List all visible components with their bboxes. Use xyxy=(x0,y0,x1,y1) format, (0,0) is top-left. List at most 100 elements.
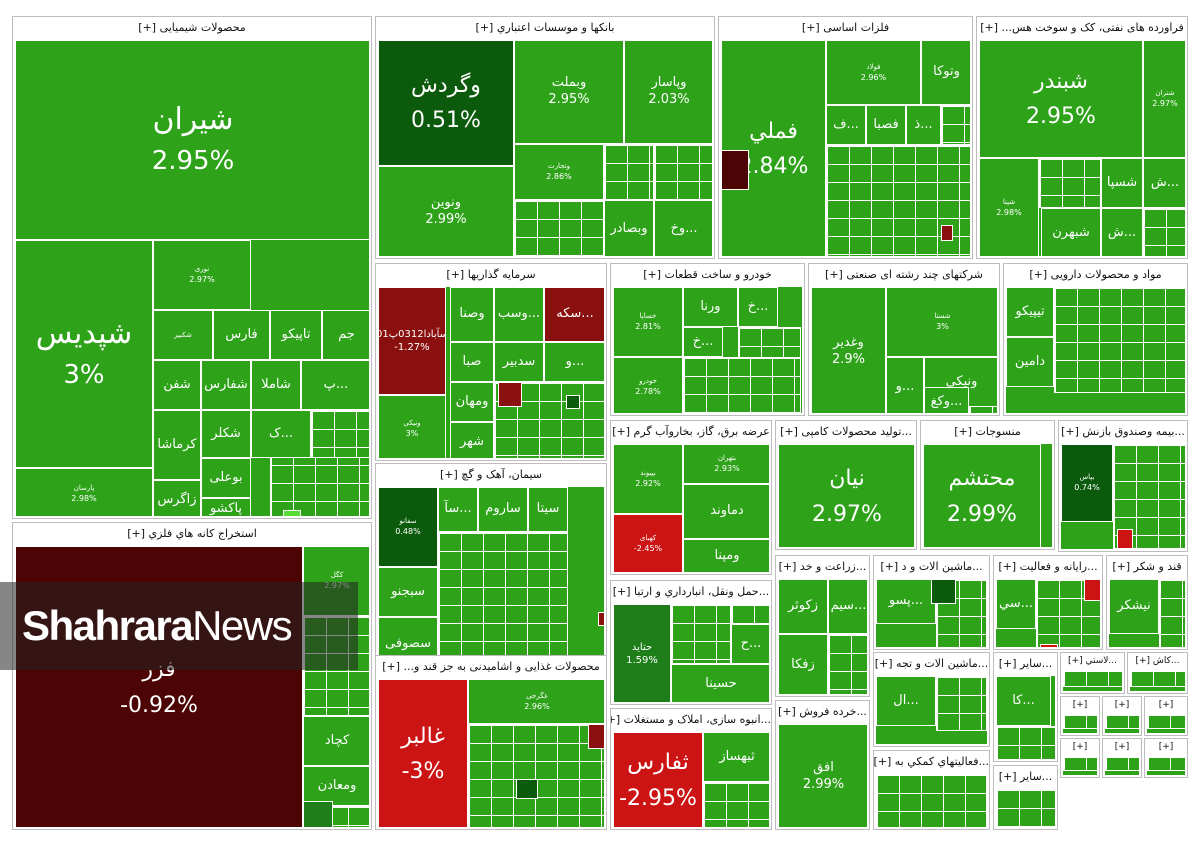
stock-tile[interactable]: فولاد 2.96% xyxy=(826,40,921,105)
stock-tile[interactable]: ...ح xyxy=(731,624,769,664)
sector-title[interactable]: محصولات شیمیایی [+] xyxy=(138,21,246,34)
stock-tile[interactable]: شتران 2.97% xyxy=(1143,40,1185,158)
minor-tile[interactable] xyxy=(996,789,1055,827)
sector-title[interactable]: [+] xyxy=(1072,700,1088,710)
sector-28[interactable]: [+] xyxy=(1060,696,1100,736)
minor-tile[interactable] xyxy=(516,779,538,799)
stock-tile[interactable]: فارس xyxy=(213,310,270,360)
sector-15[interactable]: ...حمل ونقل، انبارداري و ارتبا [+] حتاید 1… xyxy=(610,580,772,705)
minor-tile[interactable] xyxy=(498,382,522,407)
sector-title[interactable]: استخراج کانه هاي فلزي [+] xyxy=(127,527,257,540)
stock-tile[interactable]: دماوند xyxy=(683,484,769,539)
stock-tile[interactable]: ...ف xyxy=(826,105,866,145)
stock-tile[interactable]: وبصادر xyxy=(604,200,654,256)
minor-tile[interactable] xyxy=(438,532,568,670)
stock-tile[interactable]: شپدیس 3% xyxy=(15,240,153,468)
minor-tile[interactable] xyxy=(604,144,654,200)
minor-tile[interactable] xyxy=(1063,756,1097,771)
stock-tile[interactable]: کرماشا xyxy=(153,410,201,480)
sector-13[interactable]: ...بیمه وصندوق بازنش [+] بپاس 0.74% xyxy=(1058,420,1188,552)
sector-title[interactable]: ...کاش [+] xyxy=(1135,656,1180,666)
sector-16[interactable]: ...انبوه سازی، املاک و مستغلات [+] ثفارس -… xyxy=(610,708,772,830)
sector-title[interactable]: ...خرده فروش [+] xyxy=(778,705,867,718)
sector-26[interactable]: ...لاستي [+] xyxy=(1060,652,1125,694)
minor-tile[interactable] xyxy=(941,225,953,241)
sector-33[interactable]: [+] xyxy=(1144,738,1188,778)
stock-tile[interactable]: وگردش 0.51% xyxy=(378,40,514,166)
stock-tile[interactable]: ...ال xyxy=(876,676,936,726)
minor-tile[interactable] xyxy=(311,410,369,458)
sector-title[interactable]: ...فعالیتهاي كمكي به [+] xyxy=(874,755,989,768)
minor-tile[interactable] xyxy=(566,395,580,409)
stock-tile[interactable]: افق 2.99% xyxy=(778,724,867,827)
minor-tile[interactable] xyxy=(1105,714,1139,729)
sector-title[interactable]: سرمایه گذاریها [+] xyxy=(446,268,536,281)
stock-tile[interactable]: ...ذ xyxy=(906,105,941,145)
sector-11[interactable]: ...تولید محصولات کامپی [+] نیان 2.97% xyxy=(775,420,917,550)
stock-tile[interactable]: ونیکی 3% xyxy=(378,395,446,458)
stock-tile[interactable]: ...ش xyxy=(1101,208,1143,256)
stock-tile[interactable]: وبملت 2.95% xyxy=(514,40,624,144)
stock-tile[interactable]: خساپا 2.81% xyxy=(613,287,683,357)
minor-tile[interactable] xyxy=(598,612,604,626)
sector-title[interactable]: [+] xyxy=(1114,742,1130,752)
minor-tile[interactable] xyxy=(683,357,801,413)
stock-tile[interactable]: ومهان xyxy=(450,382,494,422)
stock-tile[interactable]: صبا xyxy=(450,342,494,382)
stock-tile[interactable]: ...سي xyxy=(996,579,1036,629)
minor-tile[interactable] xyxy=(303,616,369,716)
stock-tile[interactable]: وپاسار 2.03% xyxy=(624,40,712,144)
sector-title[interactable]: ...بیمه وصندوق بازنش [+] xyxy=(1061,425,1185,438)
sector-10[interactable]: عرضه برق، گاز، بخاروآب گرم [+] بپیوند 2.92… xyxy=(610,420,772,575)
sector-14[interactable]: محصولات غذایی و اشامیدنی به جز قند و... … xyxy=(375,655,607,830)
sector-title[interactable]: قند و شکر [+] xyxy=(1112,560,1182,573)
stock-tile[interactable]: وصنا xyxy=(450,287,494,342)
stock-tile[interactable]: غگرجی 2.96% xyxy=(468,679,604,724)
minor-tile[interactable] xyxy=(1040,644,1058,647)
minor-tile[interactable] xyxy=(941,105,970,145)
stock-tile[interactable]: فزر -0.92% xyxy=(15,546,303,827)
stock-tile[interactable]: ...وکغ xyxy=(924,387,969,413)
stock-tile[interactable]: ...ک xyxy=(251,410,311,458)
minor-tile[interactable] xyxy=(1054,287,1185,393)
stock-tile[interactable]: نوری 2.97% xyxy=(153,240,251,310)
sector-title[interactable]: ...ماشین الات و تجه [+] xyxy=(874,657,989,670)
stock-tile[interactable]: ...ش xyxy=(1143,158,1185,208)
minor-tile[interactable] xyxy=(1113,444,1185,549)
sector-title[interactable]: بانکها و موسسات اعتباري [+] xyxy=(475,21,615,34)
sector-17[interactable]: ...زراعت و خد [+] زکوثر ...سیم زفکا xyxy=(775,555,870,697)
sector-title[interactable]: فلزات اساسی [+] xyxy=(801,21,890,34)
stock-tile[interactable]: ومعادن xyxy=(303,766,369,806)
stock-tile[interactable]: ...وسب xyxy=(494,287,544,342)
stock-tile[interactable]: غالبر -3% xyxy=(378,679,468,827)
sector-7[interactable]: مواد و محصولات دارویی [+] تیپیکو دامین xyxy=(1003,263,1188,416)
sector-3[interactable]: فراورده های نفتی، کک و سوخت هس... [+] شبن… xyxy=(976,16,1188,259)
minor-tile[interactable] xyxy=(721,150,749,190)
minor-tile[interactable] xyxy=(731,604,769,624)
sector-title[interactable]: [+] xyxy=(1114,700,1130,710)
stock-tile[interactable]: شستا 3% xyxy=(886,287,997,357)
stock-tile[interactable]: سدبیر xyxy=(494,342,544,382)
stock-tile[interactable]: فملي 2.84% xyxy=(721,40,826,256)
stock-tile[interactable]: سبجنو xyxy=(378,567,438,617)
stock-tile[interactable]: ساروم xyxy=(478,487,528,532)
minor-tile[interactable] xyxy=(996,726,1055,759)
sector-title[interactable]: ...سایر [+] xyxy=(998,770,1053,783)
sector-title[interactable]: ...رایانه و فعالیت [+] xyxy=(998,560,1098,573)
sector-1[interactable]: بانکها و موسسات اعتباري [+] وگردش 0.51% ونو… xyxy=(375,16,715,259)
minor-tile[interactable] xyxy=(588,724,604,749)
stock-tile[interactable]: وتوکا xyxy=(921,40,970,105)
stock-tile[interactable]: کچاد xyxy=(303,716,369,766)
stock-tile[interactable]: شسپا xyxy=(1101,158,1143,208)
stock-tile[interactable]: شکلر xyxy=(201,410,251,458)
minor-tile[interactable] xyxy=(828,634,867,694)
stock-tile[interactable]: ...پسو xyxy=(876,579,936,624)
stock-tile[interactable]: ورنا xyxy=(683,287,738,327)
sector-4[interactable]: سرمایه گذاریها [+] سآبادا0312پ01 -1.27% وصن… xyxy=(375,263,607,461)
sector-title[interactable]: منسوجات [+] xyxy=(954,425,1021,438)
minor-tile[interactable] xyxy=(303,801,333,827)
sector-title[interactable]: محصولات غذایی و اشامیدنی به جز قند و... … xyxy=(382,660,600,673)
sector-title[interactable]: سیمان، آهک و گچ [+] xyxy=(439,468,542,481)
stock-tile[interactable]: ثفارس -2.95% xyxy=(613,732,703,827)
minor-tile[interactable] xyxy=(1063,714,1097,729)
